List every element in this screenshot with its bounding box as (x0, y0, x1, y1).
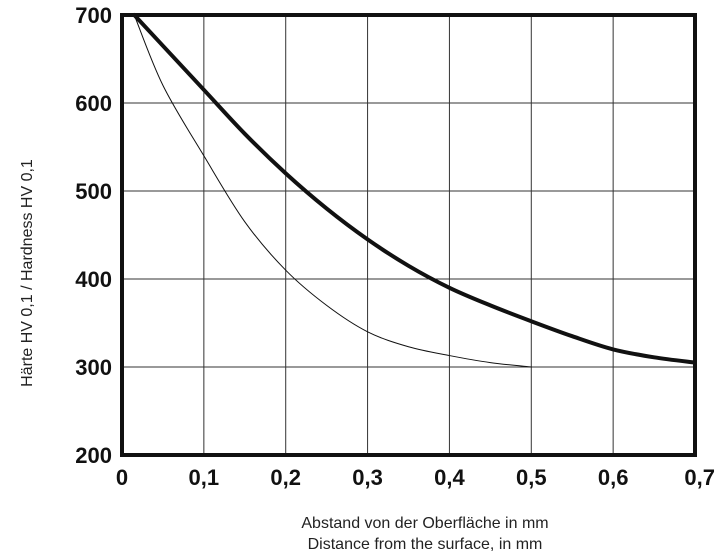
y-tick-label: 200 (75, 443, 112, 468)
x-axis-label-de: Abstand von der Oberfläche in mm (301, 515, 548, 532)
x-tick-label: 0,6 (598, 465, 629, 490)
x-tick-label: 0,3 (352, 465, 383, 490)
x-tick-label: 0,4 (434, 465, 465, 490)
x-tick-labels: 0 0,1 0,2 0,3 0,4 0,5 0,6 0,7 (116, 465, 715, 490)
y-tick-label: 700 (75, 3, 112, 28)
series-line-thick (132, 13, 697, 365)
x-tick-label: 0,1 (189, 465, 220, 490)
x-tick-label: 0,2 (270, 465, 301, 490)
y-axis-label: Härte HV 0,1 / Hardness HV 0,1 (19, 159, 36, 387)
series-group (132, 13, 697, 368)
plot-frame (120, 13, 697, 457)
series-line-thin (133, 14, 532, 368)
x-axis-label-en: Distance from the surface, in mm (308, 536, 543, 553)
x-tick-label: 0,5 (516, 465, 547, 490)
grid (122, 15, 695, 455)
y-tick-label: 500 (75, 179, 112, 204)
y-tick-labels: 200 300 400 500 600 700 (75, 3, 112, 468)
x-tick-label: 0,7 (684, 465, 715, 490)
x-tick-label: 0 (116, 465, 128, 490)
y-tick-label: 300 (75, 355, 112, 380)
y-tick-label: 600 (75, 91, 112, 116)
y-tick-label: 400 (75, 267, 112, 292)
